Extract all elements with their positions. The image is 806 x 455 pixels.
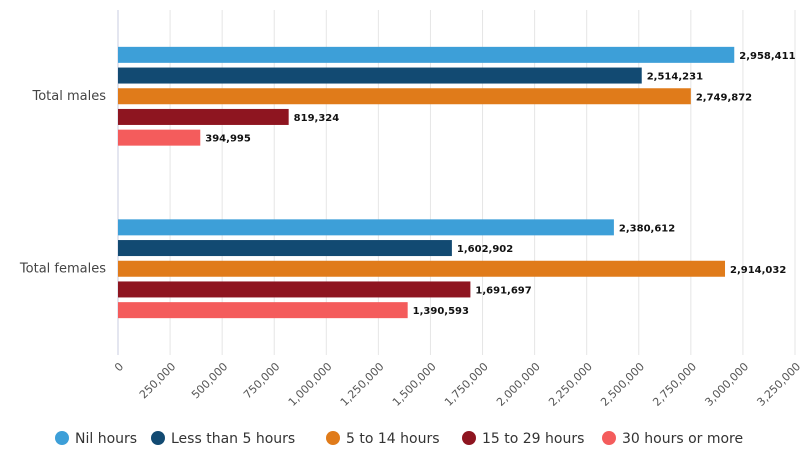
value-label: 2,958,411 [739,51,795,62]
bar [118,302,408,319]
x-tick-label: 250,000 [137,360,178,401]
legend-label: 5 to 14 hours [346,431,440,447]
x-tick-label: 2,750,000 [650,360,699,409]
value-label: 2,749,872 [696,92,752,103]
category-label: Total females [19,261,106,276]
bar [118,219,614,236]
value-label: 2,380,612 [619,223,675,234]
value-label: 819,324 [294,113,340,124]
legend-label: 30 hours or more [622,431,743,447]
x-tick-label: 1,250,000 [338,360,387,409]
value-label: 394,995 [205,134,251,145]
bar [118,46,735,63]
legend-marker [55,431,69,445]
x-tick-label: 2,000,000 [494,360,543,409]
x-tick-label: 1,500,000 [390,360,439,409]
legend-marker [326,431,340,445]
bar [118,281,471,298]
bar [118,67,642,84]
x-tick-label: 1,750,000 [442,360,491,409]
x-tick-label: 2,250,000 [546,360,595,409]
x-tick-label: 3,000,000 [702,360,751,409]
x-tick-label: 1,000,000 [286,360,335,409]
legend-label: Nil hours [75,431,137,447]
legend-label: 15 to 29 hours [482,431,584,447]
value-label: 1,390,593 [413,306,469,317]
value-label: 2,914,032 [730,265,786,276]
x-tick-label: 500,000 [189,360,230,401]
bar [118,129,201,146]
legend-marker [151,431,165,445]
value-label: 2,514,231 [647,72,703,83]
legend-label: Less than 5 hours [171,431,295,447]
x-tick-label: 2,500,000 [598,360,647,409]
bar [118,240,452,257]
legend-marker [462,431,476,445]
value-label: 1,602,902 [457,244,513,255]
category-label: Total males [31,89,106,104]
value-label: 1,691,697 [475,285,531,296]
x-tick-label: 0 [112,360,126,374]
bar [118,260,726,277]
legend-marker [602,431,616,445]
bar [118,108,289,125]
bar [118,88,691,105]
x-tick-label: 750,000 [241,360,282,401]
x-tick-label: 3,250,000 [754,360,803,409]
